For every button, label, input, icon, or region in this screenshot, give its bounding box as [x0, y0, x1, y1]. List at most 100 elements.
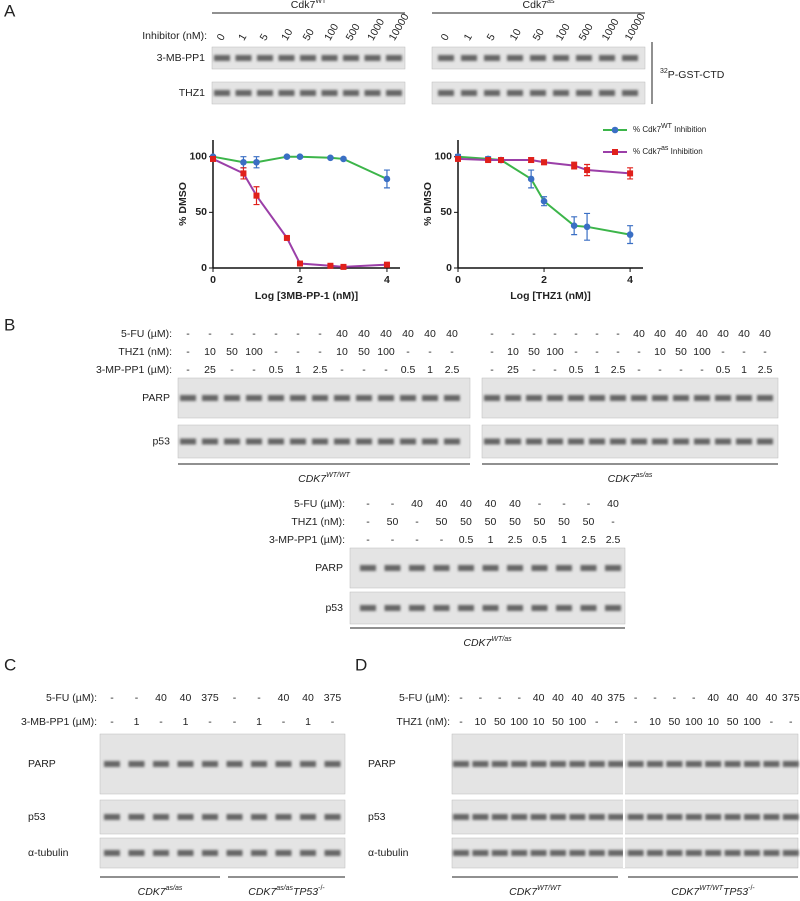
band — [569, 814, 586, 820]
treatment-value: 10 — [507, 346, 519, 358]
band — [782, 850, 799, 856]
band — [526, 438, 542, 445]
treatment-value: - — [692, 692, 696, 704]
treatment-value: 375 — [782, 692, 800, 704]
band — [360, 605, 376, 611]
treatment-value: 40 — [446, 328, 458, 340]
treatment-value: 40 — [533, 692, 545, 704]
band — [589, 395, 605, 401]
treatment-value: 40 — [633, 328, 645, 340]
treatment-value: - — [673, 692, 677, 704]
treatment-value: 40 — [485, 498, 497, 510]
band — [378, 438, 394, 445]
band — [685, 850, 702, 856]
band — [268, 395, 284, 401]
band — [547, 438, 563, 445]
treatment-value: 40 — [759, 328, 771, 340]
band — [334, 438, 350, 445]
treatment-value: - — [366, 534, 370, 546]
treatment-value: 0.5 — [459, 534, 474, 546]
band — [550, 814, 566, 820]
text-part: Inhibition — [672, 125, 706, 134]
text-part: CDK7 — [608, 473, 637, 485]
treatment-value: 100 — [693, 346, 711, 358]
band — [610, 395, 626, 401]
text-part: Cdk7 — [291, 0, 316, 11]
treatment-value: - — [340, 364, 344, 376]
band — [580, 605, 597, 611]
band — [438, 90, 454, 96]
blot-row-label: α-tubulin — [28, 847, 69, 859]
data-point — [498, 157, 505, 164]
treatment-value: - — [459, 716, 463, 728]
band — [556, 605, 572, 611]
data-point — [240, 170, 247, 177]
treatment-label: THZ1 (nM): — [118, 346, 172, 358]
band — [257, 90, 273, 96]
text-part: Inhibition — [668, 147, 702, 156]
band — [580, 565, 597, 571]
treatment-value: 2.5 — [445, 364, 460, 376]
treatment-value: 40 — [180, 692, 192, 704]
treatment-value: 25 — [204, 364, 216, 376]
band — [177, 761, 194, 767]
band — [472, 761, 489, 767]
band — [324, 814, 341, 820]
band — [300, 850, 316, 856]
data-point — [527, 175, 535, 183]
band — [356, 395, 372, 401]
band — [153, 850, 169, 856]
treatment-value: - — [274, 346, 278, 358]
treatment-value: 40 — [358, 328, 370, 340]
treatment-value: - — [135, 692, 139, 704]
treatment-value: - — [634, 692, 638, 704]
treatment-value: 40 — [738, 328, 750, 340]
treatment-value: 40 — [509, 498, 521, 510]
treatment-value: 0.5 — [569, 364, 584, 376]
text-part: as/as — [636, 472, 653, 479]
band — [334, 395, 350, 401]
treatment-value: 40 — [591, 692, 603, 704]
band — [251, 814, 267, 820]
band — [224, 395, 240, 401]
treatment-value: 50 — [583, 516, 595, 528]
band — [588, 850, 605, 856]
treatment-value: - — [331, 716, 335, 728]
band — [507, 565, 523, 571]
band — [569, 850, 586, 856]
blot-row-label: 3-MB-PP1 — [157, 52, 206, 64]
treatment-value: 1 — [134, 716, 140, 728]
treatment-value: - — [490, 328, 494, 340]
blot-row-label: PARP — [368, 758, 396, 770]
band — [290, 438, 306, 445]
band — [757, 438, 773, 445]
band — [627, 761, 644, 767]
treatment-value: 10 — [654, 346, 666, 358]
band — [180, 395, 196, 401]
band — [694, 395, 710, 401]
band — [290, 395, 306, 401]
data-point — [571, 162, 578, 169]
band — [409, 565, 425, 571]
band — [226, 761, 243, 767]
data-point — [296, 260, 303, 267]
treatment-value: 40 — [607, 498, 619, 510]
data-point — [626, 231, 634, 238]
data-point — [283, 153, 291, 160]
y-tick-label: 0 — [446, 262, 452, 274]
band — [736, 395, 752, 401]
band — [202, 438, 218, 445]
data-point — [570, 222, 578, 230]
treatment-value: 50 — [669, 716, 681, 728]
y-axis-label: % DMSO — [177, 182, 189, 226]
band — [505, 438, 521, 445]
text-part: P-GST-CTD — [668, 69, 725, 81]
data-point — [627, 170, 634, 177]
treatment-value: - — [742, 346, 746, 358]
treatment-value: - — [517, 692, 521, 704]
band — [214, 90, 230, 96]
concentration: 10 — [508, 27, 524, 43]
genotype-label: CDK7WT/as — [463, 636, 512, 649]
treatment-label: THZ1 (nM): — [396, 716, 450, 728]
treatment-value: - — [186, 364, 190, 376]
